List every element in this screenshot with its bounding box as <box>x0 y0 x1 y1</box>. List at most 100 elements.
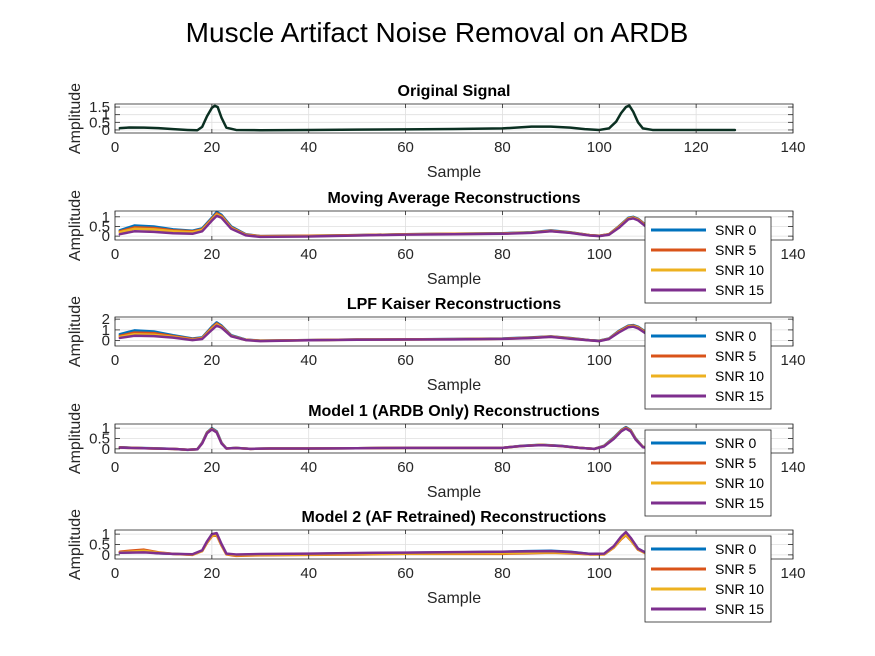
y-tick-label: 2 <box>102 311 110 328</box>
x-tick-label: 20 <box>204 139 221 156</box>
x-tick-label: 140 <box>780 459 805 476</box>
y-tick-label: 0 <box>102 333 110 350</box>
x-tick-label: 80 <box>494 246 511 263</box>
series-line-original-signal <box>118 104 737 132</box>
series-line-snr-15 <box>118 324 659 343</box>
x-tick-label: 100 <box>587 352 612 369</box>
subplot-title: Original Signal <box>398 83 511 100</box>
legend-label: SNR 0 <box>715 435 756 451</box>
x-tick-label: 20 <box>204 565 221 582</box>
x-tick-label: 20 <box>204 352 221 369</box>
x-tick-label: 80 <box>494 352 511 369</box>
legend-label: SNR 0 <box>715 328 756 344</box>
x-tick-label: 60 <box>397 139 414 156</box>
subplot-title: Model 2 (AF Retrained) Reconstructions <box>302 509 607 526</box>
y-tick-label: 0 <box>102 441 110 458</box>
figure-suptitle: Muscle Artifact Noise Removal on ARDB <box>186 17 689 48</box>
y-axis-label: Amplitude <box>67 190 84 261</box>
x-tick-label: 80 <box>494 565 511 582</box>
subplot-title: Model 1 (ARDB Only) Reconstructions <box>308 403 600 420</box>
x-axis-label: Sample <box>427 590 481 607</box>
x-tick-label: 60 <box>397 459 414 476</box>
x-tick-label: 100 <box>587 565 612 582</box>
y-tick-label: 0 <box>102 122 110 139</box>
x-axis-label: Sample <box>427 377 481 394</box>
series-line-snr-15 <box>118 214 659 239</box>
y-tick-label: 0.5 <box>89 537 110 554</box>
y-tick-label: 1 <box>102 526 110 543</box>
axes-box <box>114 103 794 134</box>
x-axis-label: Sample <box>427 164 481 181</box>
x-axis-label: Sample <box>427 271 481 288</box>
x-tick-label: 0 <box>111 459 119 476</box>
legend: SNR 0 SNR 5 SNR 10 SNR 15 <box>644 216 772 304</box>
subplot-1: 0 20 40 60 80 100 120 140 00.511.5 Original Signa… <box>67 83 806 181</box>
x-tick-label: 40 <box>300 246 317 263</box>
legend-label: SNR 5 <box>715 455 756 471</box>
series-line-snr-15 <box>118 530 649 556</box>
x-tick-label: 140 <box>780 565 805 582</box>
series-line-snr-15 <box>118 427 654 451</box>
x-tick-label: 140 <box>780 139 805 156</box>
axes-box <box>114 210 794 241</box>
y-axis-label: Amplitude <box>67 83 84 154</box>
x-tick-label: 140 <box>780 246 805 263</box>
x-tick-label: 20 <box>204 246 221 263</box>
x-tick-label: 60 <box>397 352 414 369</box>
x-tick-label: 80 <box>494 459 511 476</box>
legend-label: SNR 0 <box>715 541 756 557</box>
y-axis-label: Amplitude <box>67 509 84 580</box>
legend-label: SNR 10 <box>715 475 764 491</box>
x-tick-label: 0 <box>111 352 119 369</box>
legend-label: SNR 15 <box>715 388 764 404</box>
y-tick-label: 0.5 <box>89 114 110 131</box>
y-tick-label: 1 <box>102 420 110 437</box>
y-tick-label: 1 <box>102 209 110 226</box>
y-tick-label: 0.5 <box>89 218 110 235</box>
x-tick-label: 100 <box>587 139 612 156</box>
legend: SNR 0 SNR 5 SNR 10 SNR 15 <box>644 429 772 517</box>
x-tick-label: 40 <box>300 352 317 369</box>
subplot-title: LPF Kaiser Reconstructions <box>347 296 561 313</box>
legend-label: SNR 15 <box>715 495 764 511</box>
subplot-title: Moving Average Reconstructions <box>327 190 580 207</box>
x-tick-label: 40 <box>300 565 317 582</box>
y-axis-label: Amplitude <box>67 403 84 474</box>
x-tick-label: 80 <box>494 139 511 156</box>
y-tick-label: 0 <box>102 228 110 245</box>
legend: SNR 0 SNR 5 SNR 10 SNR 15 <box>644 322 772 410</box>
x-tick-label: 60 <box>397 246 414 263</box>
legend: SNR 0 SNR 5 SNR 10 SNR 15 <box>644 535 772 623</box>
legend-label: SNR 10 <box>715 581 764 597</box>
y-tick-label: 0 <box>102 547 110 564</box>
legend-label: SNR 15 <box>715 282 764 298</box>
subplot-3: 020406080100120140012LPF Kaiser Reconstr… <box>67 296 806 410</box>
x-tick-label: 0 <box>111 246 119 263</box>
y-tick-label: 1 <box>102 107 110 124</box>
legend-label: SNR 5 <box>715 242 756 258</box>
x-axis-label: Sample <box>427 484 481 501</box>
y-tick-label: 0.5 <box>89 431 110 448</box>
x-tick-label: 20 <box>204 459 221 476</box>
x-tick-label: 40 <box>300 139 317 156</box>
x-tick-label: 140 <box>780 352 805 369</box>
legend-label: SNR 5 <box>715 561 756 577</box>
legend-label: SNR 10 <box>715 262 764 278</box>
axes-box <box>114 316 794 347</box>
x-tick-label: 100 <box>587 459 612 476</box>
x-tick-label: 0 <box>111 565 119 582</box>
x-tick-label: 0 <box>111 139 119 156</box>
x-tick-label: 120 <box>684 139 709 156</box>
legend-label: SNR 0 <box>715 222 756 238</box>
legend-label: SNR 5 <box>715 348 756 364</box>
x-tick-label: 100 <box>587 246 612 263</box>
y-tick-label: 1.5 <box>89 99 110 116</box>
legend-label: SNR 10 <box>715 368 764 384</box>
x-tick-label: 40 <box>300 459 317 476</box>
legend-label: SNR 15 <box>715 601 764 617</box>
